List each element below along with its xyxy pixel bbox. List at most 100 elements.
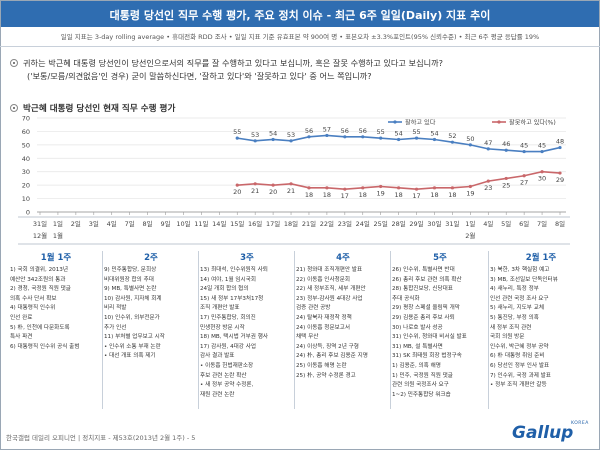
- data-label: 56: [341, 127, 349, 135]
- data-point: [432, 137, 437, 142]
- data-point: [432, 186, 437, 190]
- data-point: [558, 171, 562, 175]
- issue-item: 24) 이동흡 청문보고서: [296, 324, 351, 331]
- data-label: 46: [502, 140, 510, 148]
- issue-item: 추대 공식화: [392, 295, 420, 302]
- section-title-text: 박근혜 대통령 당선인 현재 직무 수행 평가: [23, 104, 176, 114]
- data-point: [450, 140, 455, 144]
- issue-item: 5) 통진당, 부정 의혹: [490, 314, 539, 321]
- survey-method-note: 일일 지표는 3-day rolling average • 휴대전화 RDD …: [60, 33, 540, 41]
- x-tick-label: 5일: [501, 219, 511, 228]
- issue-item: 24) 朴, 총리 후보 김용준 지명: [296, 353, 368, 360]
- x-tick-label: 3일: [89, 219, 99, 228]
- issue-item: 11) 부처별 업무보고 시작: [104, 334, 165, 341]
- y-tick-label: 50: [22, 141, 30, 149]
- issue-item: 15) 새 정부 17부3처17청: [200, 295, 264, 302]
- x-tick-label: 25일: [374, 219, 388, 228]
- y-tick-label: 40: [22, 155, 30, 163]
- issue-item: 24일 개회 합의 협의: [200, 286, 249, 293]
- issue-item: 4) 새누리, 특정 정부: [490, 286, 539, 293]
- issue-item: 25) 이동흡 해명 논란: [296, 362, 347, 369]
- data-point: [522, 149, 526, 154]
- issue-item: 10) 인수위, 외부전문가: [104, 314, 160, 321]
- data-point: [522, 174, 526, 178]
- y-tick-label: 20: [22, 182, 30, 190]
- issue-item: 새 정부 조직 관련: [490, 324, 532, 331]
- data-point: [361, 135, 365, 139]
- issue-item: 28) 통합진보당, 신당대표: [392, 286, 453, 293]
- issue-item: 31) SK 최태원 회장 법정구속: [392, 353, 462, 360]
- issue-item: 후보 관련 논란 확산: [200, 372, 247, 379]
- y-tick-label: 30: [22, 168, 30, 176]
- issue-item: 18) MB, 택시법 거부권 행사: [200, 334, 269, 341]
- data-label: 19: [466, 189, 474, 197]
- issue-item: 의혹 수사 단서 확보: [10, 295, 57, 302]
- data-point: [379, 184, 383, 189]
- data-label: 55: [377, 128, 385, 136]
- x-tick-label: 31일: [33, 219, 47, 228]
- issue-item: 6) 대통령직 인수위 공식 출범: [10, 343, 80, 350]
- title-bar: 대통령 당선인 직무 수행 평가, 주요 정치 이슈 - 최근 6주 일일(Da…: [1, 1, 599, 27]
- issue-item: 10) 감사원, 지자체 회계: [104, 295, 162, 302]
- x-tick-label: 31일: [445, 219, 459, 228]
- data-point: [468, 143, 472, 147]
- week-divider: [488, 251, 489, 409]
- data-label: 20: [269, 188, 277, 196]
- issue-item: 9) MB, 특별사면 논란: [104, 286, 157, 293]
- legend-label: 잘못하고 있다(%): [509, 119, 556, 127]
- issue-item: 1) 국회 의결위, 2013년: [10, 267, 68, 273]
- week-label: 4주: [336, 253, 350, 263]
- data-label: 18: [430, 191, 438, 199]
- week-issue-list: 21) 청와대 조직개편안 발표 22) 이동흡 인사청문회 22) 새 정부조직,…: [296, 266, 390, 416]
- x-tick-label: 6일: [519, 219, 529, 228]
- issue-item: • 정부 조직 개편안 갈등: [490, 382, 547, 389]
- x-tick-label: 29일: [409, 219, 423, 228]
- data-point: [325, 133, 329, 138]
- data-label: 53: [251, 131, 259, 139]
- week-issue-list: 13) 최대석, 인수위원직 사퇴 14) 여야, 1월 임시국회 24일 개회 합…: [200, 266, 294, 416]
- issue-item: 검증 관련 공방: [296, 305, 331, 312]
- issue-item: 3) 북한, 3차 핵실험 예고: [490, 267, 550, 273]
- x-tick-label: 7일: [125, 219, 135, 228]
- issue-item: 9) 민주통합당, 문희상: [104, 267, 157, 273]
- issue-item: • 새 정부 공약 수정론,: [200, 382, 254, 389]
- data-point: [558, 145, 562, 150]
- data-point: [486, 147, 490, 151]
- week-issue-list: 1) 국회 의결위, 2013년 예산안 342조원의 통과 2) 경청, 국정원 …: [10, 266, 102, 416]
- data-label: 18: [394, 191, 402, 199]
- x-tick-label: 2일: [71, 219, 81, 228]
- issue-item: 29) 김용준 총리 후보 사퇴: [392, 314, 455, 321]
- issue-item: 7) 인수위, 국정 과제 발표: [490, 372, 551, 379]
- data-point: [450, 186, 455, 190]
- issue-item: 31) 인수위, 청와대 비서실 발표: [392, 334, 467, 341]
- week-divider: [102, 251, 103, 409]
- question-text-1: 귀하는 박근혜 대통령 당선인이 당선인으로서의 직무를 잘 수행하고 있다고 …: [23, 58, 444, 68]
- week-divider: [390, 251, 391, 409]
- y-tick-label: 60: [22, 128, 30, 136]
- issue-item: 13) 최대석, 인수위원직 사퇴: [200, 267, 268, 273]
- issue-item: 30) 나로호 발사 성공: [392, 324, 443, 331]
- week-label: 2주: [144, 253, 158, 263]
- month-label: 12월: [33, 231, 47, 240]
- x-tick-label: 8일: [143, 219, 153, 228]
- data-label: 48: [556, 138, 564, 146]
- issue-item: 22) 새 정부조직, 세부 개편안: [296, 286, 366, 293]
- issue-item: • 이동흡 헌법재판소장: [200, 362, 254, 369]
- data-label: 55: [233, 128, 241, 136]
- x-tick-label: 10일: [176, 219, 190, 228]
- issue-item: 25) 朴, 공약 수정론 경고: [296, 372, 356, 379]
- data-label: 57: [323, 125, 331, 133]
- data-point: [307, 135, 311, 139]
- data-label: 45: [520, 142, 528, 150]
- issue-item: 26) 인수위, 특별사면 반대: [392, 267, 455, 273]
- data-label: 18: [323, 191, 331, 199]
- data-point: [397, 186, 401, 190]
- x-tick-label: 18일: [284, 219, 298, 228]
- issue-item: 감사 결과 발표: [200, 353, 235, 360]
- issue-item: 인선 완료: [10, 314, 33, 321]
- data-point: [397, 137, 401, 142]
- data-label: 45: [538, 142, 546, 150]
- issue-item: 국회 의원 방문: [490, 334, 525, 341]
- data-point: [271, 137, 275, 142]
